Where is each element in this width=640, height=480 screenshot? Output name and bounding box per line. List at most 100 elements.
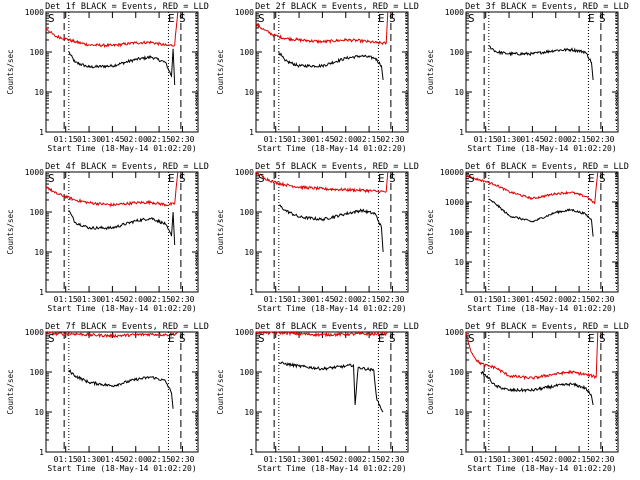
x-tick-label: 02:15 [147, 295, 171, 304]
panel: Det 1f BLACK = Events, RED = LLD 1 10 100 10… [6, 2, 209, 153]
segment-marker: E [168, 332, 175, 345]
x-tick-label: 01:15 [474, 295, 498, 304]
y-tick-label: 1 [459, 448, 464, 457]
x-tick-label: 01:15 [54, 135, 78, 144]
x-tick-label: 02:15 [357, 135, 381, 144]
x-tick-label: 01:30 [497, 135, 521, 144]
segment-marker: E [588, 12, 595, 25]
x-tick-label: 02:30 [590, 135, 614, 144]
y-tick-label: 10 [244, 88, 254, 97]
lld-series-line [45, 171, 179, 208]
segment-marker: S [179, 12, 186, 25]
events-series-line [278, 204, 384, 253]
x-tick-label: 02:30 [380, 295, 404, 304]
panel: Det 4f BLACK = Events, RED = LLD 1 10 100 10… [6, 162, 209, 313]
y-tick-label: 1 [249, 128, 254, 137]
segment-marker: S [389, 12, 396, 25]
segment-marker: E [588, 172, 595, 185]
x-axis-label: Start Time (18-May-14 01:02:20) [47, 304, 196, 313]
lld-series-line [465, 331, 599, 381]
x-tick-label: 02:30 [380, 455, 404, 464]
x-tick-label: 01:30 [287, 295, 311, 304]
x-tick-label: 02:30 [170, 295, 194, 304]
y-axis-label: Counts/sec [6, 49, 15, 94]
y-tick-label: 10 [454, 258, 464, 267]
x-tick-label: 02:15 [357, 295, 381, 304]
segment-marker: S [599, 332, 606, 345]
segment-marker: S [389, 332, 396, 345]
events-series-line [480, 371, 594, 406]
y-tick-label: 1 [249, 288, 254, 297]
x-tick-label: 02:15 [567, 295, 591, 304]
y-axis-label: Counts/sec [6, 209, 15, 254]
x-tick-label: 02:15 [147, 135, 171, 144]
x-tick-label: 01:15 [264, 455, 288, 464]
y-tick-label: 1000 [235, 8, 254, 17]
y-tick-label: 10 [34, 408, 44, 417]
x-tick-label: 01:45 [520, 455, 544, 464]
segment-marker: S [599, 12, 606, 25]
panel: Det 5f BLACK = Events, RED = LLD 1 10 100 10… [216, 162, 419, 313]
panel: Det 8f BLACK = Events, RED = LLD 1 10 100 10… [216, 322, 419, 473]
segment-marker: S [179, 172, 186, 185]
x-tick-label: 02:00 [544, 135, 568, 144]
events-series-line [488, 198, 594, 237]
x-tick-label: 01:45 [310, 135, 334, 144]
x-tick-label: 02:30 [380, 135, 404, 144]
segment-marker: S [468, 332, 475, 345]
y-tick-label: 1000 [235, 168, 254, 177]
x-tick-label: 01:30 [77, 455, 101, 464]
events-series-line [68, 210, 176, 246]
x-axis-label: Start Time (18-May-14 01:02:20) [47, 144, 196, 153]
segment-marker: E [378, 12, 385, 25]
y-tick-label: 1000 [25, 168, 44, 177]
segment-marker: S [258, 172, 265, 185]
x-tick-label: 01:45 [520, 135, 544, 144]
x-tick-label: 01:30 [497, 455, 521, 464]
y-axis-label: Counts/sec [6, 369, 15, 414]
events-series-line [68, 48, 176, 86]
y-tick-label: 1000 [445, 198, 464, 207]
events-series-line [278, 51, 384, 81]
events-series-line [68, 369, 174, 409]
x-axis-label: Start Time (18-May-14 01:02:20) [467, 464, 616, 473]
x-tick-label: 02:30 [590, 295, 614, 304]
y-tick-label: 10 [244, 248, 254, 257]
x-tick-label: 01:45 [100, 455, 124, 464]
plot-frame [255, 11, 409, 133]
plot-frame [255, 331, 409, 453]
x-tick-label: 02:00 [124, 455, 148, 464]
y-axis-label: Counts/sec [426, 369, 435, 414]
panel-title: Det 1f BLACK = Events, RED = LLD [45, 2, 209, 12]
x-tick-label: 02:15 [567, 135, 591, 144]
segment-marker: S [599, 172, 606, 185]
y-tick-label: 1 [459, 128, 464, 137]
lld-series-line [255, 11, 389, 46]
panel: Det 6f BLACK = Events, RED = LLD 1 10 100 10… [426, 162, 629, 313]
x-tick-label: 01:15 [474, 135, 498, 144]
y-tick-label: 10000 [440, 168, 464, 177]
x-tick-label: 02:15 [357, 455, 381, 464]
x-tick-label: 01:15 [54, 455, 78, 464]
x-tick-label: 01:15 [54, 295, 78, 304]
x-tick-label: 02:30 [170, 455, 194, 464]
y-tick-label: 1000 [25, 328, 44, 337]
segment-marker: S [468, 172, 475, 185]
x-axis-label: Start Time (18-May-14 01:02:20) [467, 304, 616, 313]
segment-marker: E [588, 332, 595, 345]
y-tick-label: 1000 [235, 328, 254, 337]
x-tick-label: 01:45 [100, 135, 124, 144]
events-series-line [278, 361, 384, 413]
x-tick-label: 01:45 [520, 295, 544, 304]
y-tick-label: 100 [450, 228, 465, 237]
x-tick-label: 02:00 [124, 135, 148, 144]
x-tick-label: 01:45 [310, 455, 334, 464]
segment-marker: S [179, 332, 186, 345]
y-tick-label: 1000 [445, 8, 464, 17]
segment-marker: E [378, 172, 385, 185]
panel-title: Det 2f BLACK = Events, RED = LLD [255, 2, 419, 12]
panel-title: Det 9f BLACK = Events, RED = LLD [465, 322, 629, 332]
y-axis-label: Counts/sec [216, 49, 225, 94]
y-tick-label: 100 [450, 48, 465, 57]
